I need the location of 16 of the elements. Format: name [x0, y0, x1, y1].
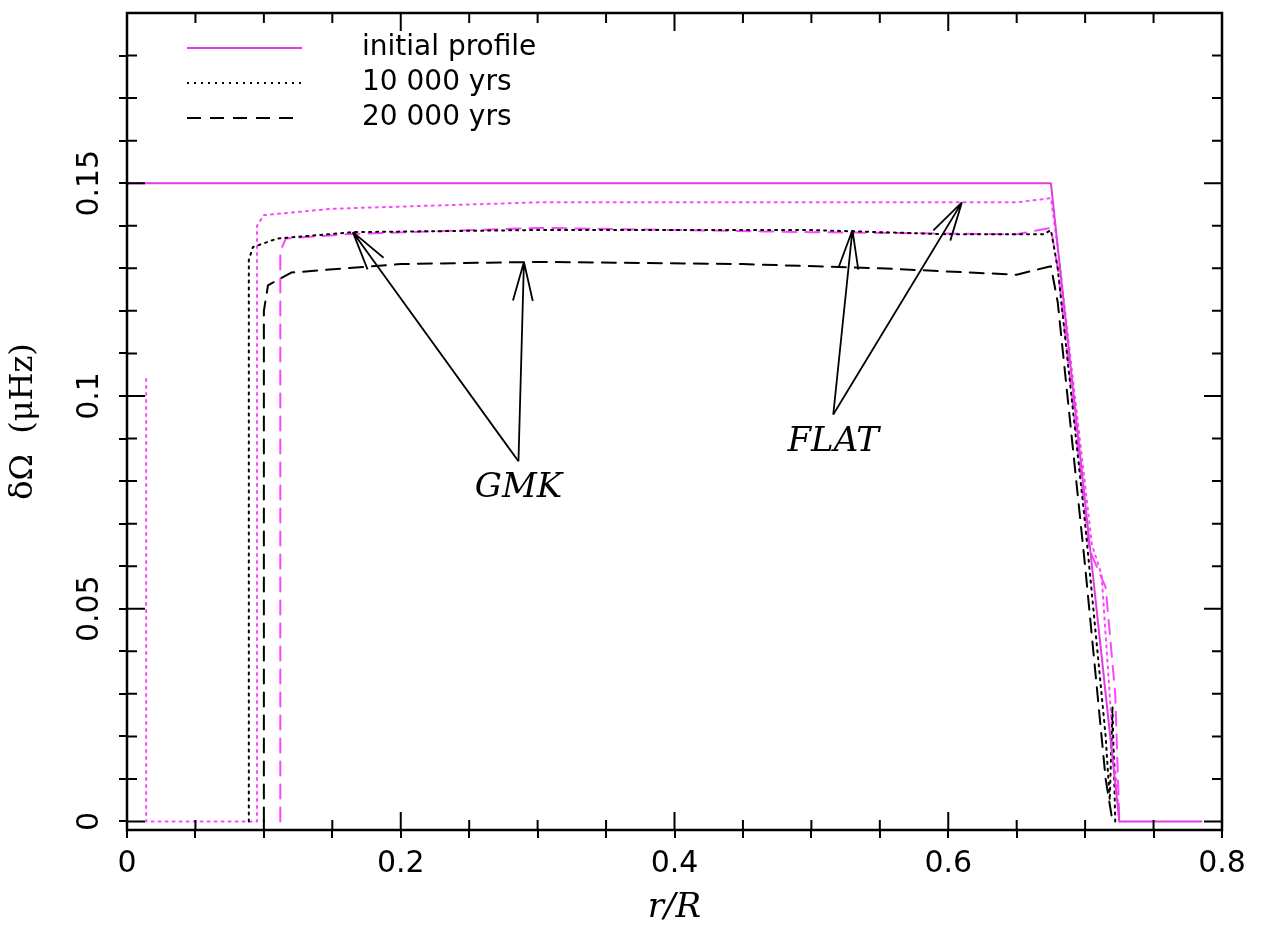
- x-tick-label: 0.2: [376, 843, 425, 879]
- annotation: FLAT: [787, 418, 880, 459]
- x-tick-label: 0.4: [650, 843, 699, 879]
- y-tick-label: 0.05: [69, 575, 105, 643]
- y-axis-title: δΩ (μHz): [1, 343, 40, 500]
- x-axis-title: r/R: [647, 885, 702, 926]
- legend-label: 10 000 yrs: [362, 64, 512, 98]
- x-tick-label: 0.8: [1198, 843, 1246, 879]
- x-tick-label: 0: [117, 843, 137, 879]
- annotation: GMK: [474, 465, 563, 506]
- y-tick-label: 0.15: [69, 149, 105, 217]
- y-tick-label: 0: [69, 811, 105, 832]
- x-tick-label: 0.6: [924, 843, 973, 879]
- y-tick-label: 0.1: [69, 372, 105, 420]
- legend-label: initial profile: [362, 29, 537, 63]
- legend-label: 20 000 yrs: [362, 99, 512, 133]
